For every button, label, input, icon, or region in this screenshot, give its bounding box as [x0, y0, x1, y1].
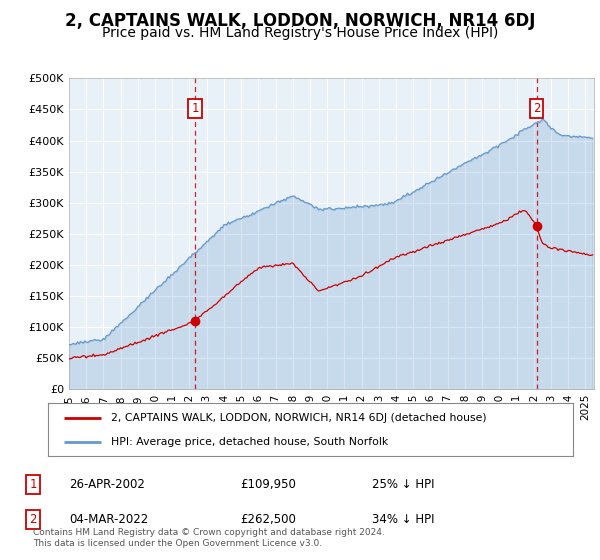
Text: Contains HM Land Registry data © Crown copyright and database right 2024.
This d: Contains HM Land Registry data © Crown c… — [33, 528, 385, 548]
Text: 2: 2 — [29, 513, 37, 526]
Text: 34% ↓ HPI: 34% ↓ HPI — [372, 513, 434, 526]
Text: 2, CAPTAINS WALK, LODDON, NORWICH, NR14 6DJ (detached house): 2, CAPTAINS WALK, LODDON, NORWICH, NR14 … — [111, 413, 487, 423]
Text: 1: 1 — [29, 478, 37, 491]
Text: 2, CAPTAINS WALK, LODDON, NORWICH, NR14 6DJ: 2, CAPTAINS WALK, LODDON, NORWICH, NR14 … — [65, 12, 535, 30]
Text: Price paid vs. HM Land Registry's House Price Index (HPI): Price paid vs. HM Land Registry's House … — [102, 26, 498, 40]
Text: £109,950: £109,950 — [240, 478, 296, 491]
Text: £262,500: £262,500 — [240, 513, 296, 526]
Text: 1: 1 — [191, 102, 199, 115]
Text: 26-APR-2002: 26-APR-2002 — [69, 478, 145, 491]
Text: 25% ↓ HPI: 25% ↓ HPI — [372, 478, 434, 491]
Text: 2: 2 — [533, 102, 541, 115]
Text: 04-MAR-2022: 04-MAR-2022 — [69, 513, 148, 526]
Text: HPI: Average price, detached house, South Norfolk: HPI: Average price, detached house, Sout… — [111, 437, 388, 447]
